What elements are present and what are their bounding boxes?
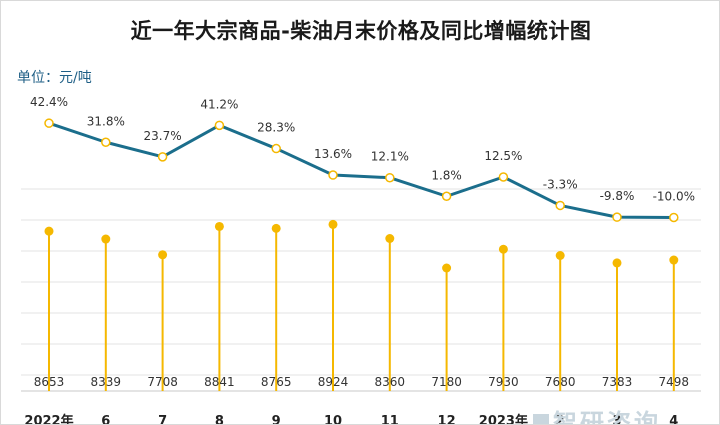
bar-dot (328, 219, 338, 229)
line-point (328, 170, 338, 180)
x-tick-label: 7 (158, 414, 167, 425)
line-value-label: -3.3% (543, 177, 578, 191)
x-tick-label: 9 (272, 414, 281, 425)
bar-value-label: 7680 (545, 375, 576, 389)
line-point (44, 118, 54, 128)
x-tick-label: 11 (381, 414, 399, 425)
bar-dot (498, 244, 508, 254)
bar-dot (44, 226, 54, 236)
bar-value-label: 8339 (91, 375, 122, 389)
line-point (498, 172, 509, 182)
bar-value-label: 7180 (431, 375, 462, 389)
line-value-label: 41.2% (200, 97, 238, 111)
x-tick-label: 8 (215, 414, 224, 425)
line-point (441, 191, 452, 202)
x-tick-label: 10 (324, 414, 342, 425)
x-tick-label: 2022年 (24, 413, 73, 425)
bar-dot (669, 255, 679, 265)
bar-value-label: 7708 (147, 375, 178, 389)
line-value-label: -9.8% (600, 189, 635, 203)
line-value-label: 13.6% (314, 147, 352, 161)
bar-dot (555, 251, 565, 260)
line-point (669, 212, 679, 223)
x-tick-label: 2023年 (479, 413, 528, 425)
bar-dot (271, 223, 281, 233)
watermark-text: 智研咨询 (553, 409, 661, 425)
chart-title: 近一年大宗商品-柴油月末价格及同比增幅统计图 (130, 19, 592, 43)
bar-value-label: 8653 (34, 375, 65, 389)
bar-value-label: 8360 (375, 375, 406, 389)
line-point (555, 200, 565, 211)
line-value-label: 28.3% (257, 121, 295, 135)
watermark-logo-icon (533, 414, 549, 424)
line-point (101, 137, 111, 148)
line-value-label: 42.4% (30, 95, 68, 109)
bar-value-label: 7930 (488, 375, 519, 389)
bar-dot (612, 258, 622, 268)
bar-value-label: 8924 (318, 375, 349, 389)
watermark: 智研咨询 (533, 403, 661, 425)
line-point (612, 212, 622, 222)
bar-value-label: 7498 (659, 375, 690, 389)
line-value-label: 12.5% (484, 149, 522, 163)
x-tick-label: 6 (101, 414, 110, 425)
x-tick-label: 12 (438, 414, 456, 425)
line-point (271, 143, 281, 154)
bar-value-label: 8765 (261, 375, 292, 389)
x-tick-label: 2 (556, 414, 565, 425)
bar-dot (214, 221, 224, 231)
unit-label: 单位：元/吨 (17, 70, 92, 86)
line-value-label: -10.0% (653, 190, 695, 204)
line-point (385, 172, 395, 183)
line-value-label: 23.7% (144, 129, 182, 143)
bar-value-label: 7383 (602, 375, 633, 389)
line-value-label: 12.1% (371, 150, 409, 164)
bar-dot (101, 234, 111, 244)
line-value-label: 1.8% (431, 168, 462, 182)
line-point (214, 120, 225, 131)
bar-dot (385, 234, 395, 243)
x-tick-label: 3 (612, 414, 621, 425)
growth-line (48, 121, 674, 219)
line-point (157, 152, 168, 162)
bar-dot (442, 263, 452, 273)
x-tick-label: 4 (669, 414, 678, 425)
bar-value-label: 8841 (204, 375, 235, 389)
bar-dot (158, 250, 168, 260)
line-value-label: 31.8% (87, 114, 125, 128)
